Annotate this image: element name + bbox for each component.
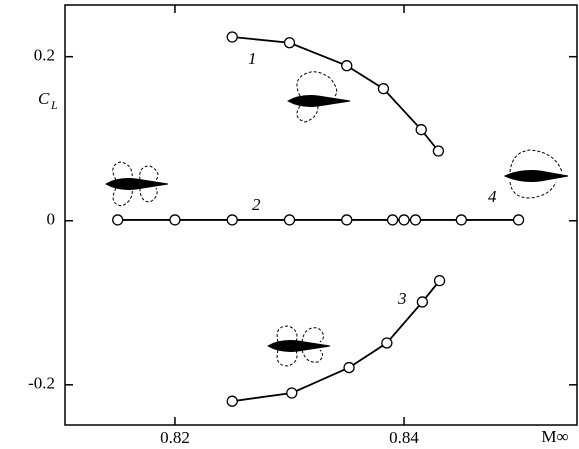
x-axis-label: M∞	[541, 427, 568, 446]
data-point	[226, 395, 238, 407]
curve-label: 3	[397, 289, 407, 308]
y-axis-label: C	[38, 89, 50, 108]
y-tick-label: 0.2	[34, 46, 55, 65]
curve-label: 1	[248, 49, 257, 68]
data-point	[432, 145, 445, 157]
data-point	[512, 214, 525, 226]
data-point	[455, 214, 467, 226]
data-point	[416, 296, 429, 308]
plot-frame	[64, 4, 578, 426]
data-point	[169, 214, 181, 226]
data-point	[283, 37, 296, 49]
series-line	[232, 280, 441, 403]
curve-label: 4	[488, 187, 497, 206]
airfoil-icons	[105, 71, 569, 367]
data-point	[112, 214, 124, 226]
series-line	[232, 36, 440, 152]
curve-label: 2	[252, 195, 261, 214]
data-point	[433, 274, 446, 287]
data-point	[386, 214, 399, 226]
data-point	[283, 214, 296, 226]
y-tick-label: -0.2	[28, 374, 55, 393]
data-point	[226, 31, 238, 43]
x-tick-label: 0.82	[160, 428, 190, 447]
data-point	[398, 214, 410, 226]
data-point	[377, 83, 390, 95]
y-axis-label-subscript: L	[50, 98, 58, 112]
data-point	[343, 361, 355, 374]
data-point	[226, 214, 238, 226]
data-point	[415, 124, 427, 136]
y-tick-label: 0	[47, 210, 56, 229]
data-point	[286, 387, 298, 399]
data-point	[381, 337, 393, 349]
data-point	[341, 214, 353, 226]
x-tick-label: 0.84	[389, 428, 419, 447]
data-point	[341, 60, 353, 72]
data-point	[409, 214, 422, 226]
